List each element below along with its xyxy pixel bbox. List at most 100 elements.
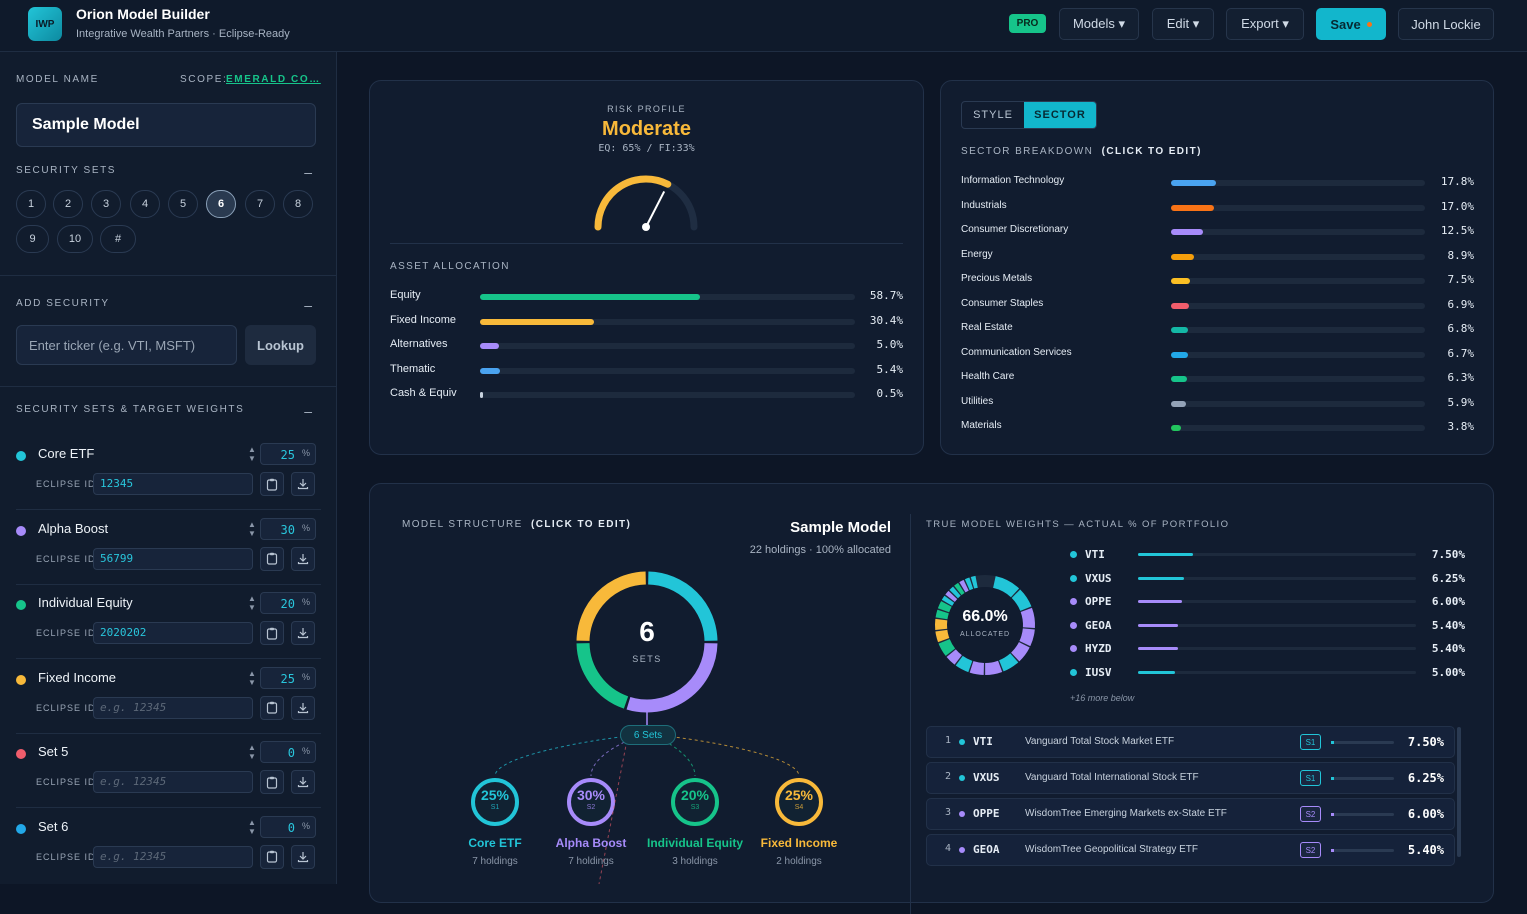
collapse-security-sets-icon[interactable]: – <box>304 164 312 180</box>
weight-stepper-icon[interactable]: ▲▼ <box>248 594 256 612</box>
clipboard-icon[interactable] <box>260 621 284 645</box>
allocated-segment[interactable] <box>985 666 1000 669</box>
allocated-segment[interactable] <box>958 588 961 590</box>
collapse-add-security-icon[interactable]: – <box>304 297 312 313</box>
eclipse-id-input[interactable]: 12345 <box>93 473 253 495</box>
set-pill-7[interactable]: 7 <box>245 190 275 218</box>
allocated-segment[interactable] <box>959 661 970 667</box>
allocated-segment[interactable] <box>954 591 957 594</box>
download-icon[interactable] <box>291 547 315 571</box>
set-pill-3[interactable]: 3 <box>91 190 121 218</box>
allocated-segment[interactable] <box>972 667 984 669</box>
download-icon[interactable] <box>291 845 315 869</box>
set-pill-5[interactable]: 5 <box>168 190 198 218</box>
tab-style[interactable]: STYLE <box>962 102 1024 128</box>
table-scrollbar[interactable] <box>1457 727 1461 857</box>
eclipse-id-input[interactable]: e.g. 12345 <box>93 697 253 719</box>
ticker-input[interactable]: Enter ticker (e.g. VTI, MSFT) <box>16 325 237 365</box>
allocated-segment[interactable] <box>1001 658 1014 666</box>
weight-input[interactable]: 25% <box>260 667 316 689</box>
eclipse-id-input[interactable]: 56799 <box>93 548 253 570</box>
clipboard-icon[interactable] <box>260 547 284 571</box>
allocated-segment[interactable] <box>973 582 977 583</box>
set-pill-4[interactable]: 4 <box>130 190 160 218</box>
weight-stepper-icon[interactable]: ▲▼ <box>248 520 256 538</box>
allocated-segment[interactable] <box>944 641 950 652</box>
scope-link[interactable]: EMERALD CO… <box>226 74 321 85</box>
clipboard-icon[interactable] <box>260 696 284 720</box>
allocated-segment[interactable] <box>967 583 971 585</box>
set-node-name[interactable]: Individual Equity <box>635 836 755 850</box>
download-icon[interactable] <box>291 621 315 645</box>
download-icon[interactable] <box>291 770 315 794</box>
weight-stepper-icon[interactable]: ▲▼ <box>248 818 256 836</box>
collapse-target-weights-icon[interactable]: – <box>304 403 312 419</box>
save-button[interactable]: Save <box>1316 8 1386 40</box>
allocated-segment[interactable] <box>1015 645 1024 657</box>
allocated-segment[interactable] <box>994 582 1015 593</box>
allocated-segment[interactable] <box>1016 594 1026 609</box>
lookup-button[interactable]: Lookup <box>245 325 316 365</box>
weight-input[interactable]: 0% <box>260 816 316 838</box>
download-icon[interactable] <box>291 472 315 496</box>
set-pill-9[interactable]: 9 <box>16 225 49 253</box>
clipboard-icon[interactable] <box>260 472 284 496</box>
weight-input[interactable]: 25% <box>260 443 316 465</box>
set-name[interactable]: Alpha Boost <box>38 521 108 536</box>
models-menu-button[interactable]: Models ▾ <box>1059 8 1139 40</box>
weight-input[interactable]: 20% <box>260 592 316 614</box>
set-pill-11[interactable]: # <box>100 225 136 253</box>
set-name[interactable]: Set 6 <box>38 819 68 834</box>
allocated-segment[interactable] <box>951 653 958 660</box>
weight-input[interactable]: 0% <box>260 741 316 763</box>
allocated-segment[interactable] <box>947 599 949 603</box>
set-pill-10[interactable]: 10 <box>57 225 93 253</box>
set-pill-2[interactable]: 2 <box>53 190 83 218</box>
eclipse-id-input[interactable]: e.g. 12345 <box>93 846 253 868</box>
set-name[interactable]: Core ETF <box>38 446 94 461</box>
weight-stepper-icon[interactable]: ▲▼ <box>248 669 256 687</box>
eclipse-id-input[interactable]: 2020202 <box>93 622 253 644</box>
set-pill-6[interactable]: 6 <box>206 190 236 218</box>
user-menu-button[interactable]: John Lockie <box>1398 8 1494 40</box>
weight-input[interactable]: 30% <box>260 518 316 540</box>
set-name[interactable]: Individual Equity <box>38 595 133 610</box>
clipboard-icon[interactable] <box>260 845 284 869</box>
download-icon[interactable] <box>291 696 315 720</box>
edit-menu-button[interactable]: Edit ▾ <box>1152 8 1214 40</box>
allocated-segment[interactable] <box>962 585 966 587</box>
sector-edit-hint[interactable]: (CLICK TO EDIT) <box>1102 146 1202 157</box>
weight-stepper-icon[interactable]: ▲▼ <box>248 445 256 463</box>
export-menu-button[interactable]: Export ▾ <box>1226 8 1304 40</box>
model-name-input[interactable]: Sample Model <box>16 103 316 147</box>
set-name[interactable]: Fixed Income <box>38 670 116 685</box>
sets-hub-badge[interactable]: 6 Sets <box>620 725 676 745</box>
set-node-name[interactable]: Alpha Boost <box>531 836 651 850</box>
eclipse-id-input[interactable]: e.g. 12345 <box>93 771 253 793</box>
weight-stepper-icon[interactable]: ▲▼ <box>248 743 256 761</box>
clipboard-icon[interactable] <box>260 770 284 794</box>
